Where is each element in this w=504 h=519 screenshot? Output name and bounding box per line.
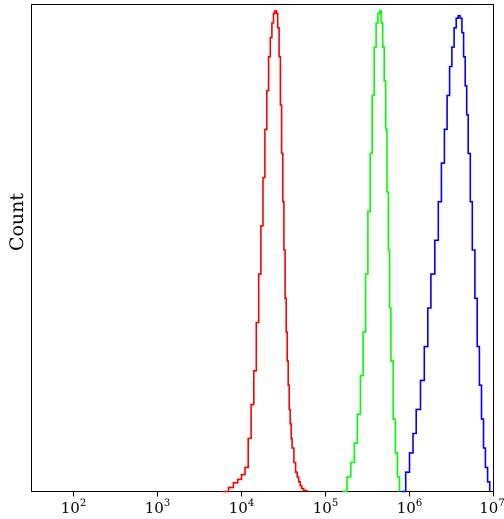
x-axis-ticks (73, 491, 494, 497)
x-axis-tick-labels: 102 103 104 105 106 107 (61, 498, 504, 517)
plot-frame (31, 4, 494, 492)
x-tick-label: 106 (397, 498, 422, 517)
histogram-series-1 (222, 10, 308, 493)
x-tick-label: 104 (229, 498, 254, 517)
x-tick-label: 105 (313, 498, 338, 517)
x-tick-label: 107 (479, 498, 504, 517)
histogram-series-2 (342, 10, 401, 493)
histogram-series-3 (401, 14, 491, 493)
x-tick-label: 103 (145, 498, 170, 517)
x-tick-label: 102 (61, 498, 86, 517)
y-axis-label: Count (6, 193, 28, 251)
series-layer (222, 10, 491, 493)
